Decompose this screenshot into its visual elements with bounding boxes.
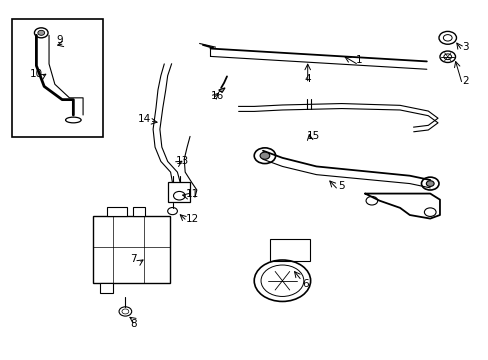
Text: 2: 2: [462, 76, 468, 86]
Bar: [107, 207, 126, 216]
Text: 5: 5: [338, 181, 345, 192]
Circle shape: [260, 152, 269, 159]
Text: 12: 12: [185, 213, 198, 224]
Text: 3: 3: [462, 42, 468, 52]
Text: 6: 6: [302, 279, 308, 289]
Text: 11: 11: [185, 189, 198, 199]
Text: 7: 7: [130, 254, 137, 264]
Circle shape: [426, 181, 433, 186]
Text: 15: 15: [306, 131, 320, 141]
Bar: [12, 19, 103, 137]
Text: 14: 14: [138, 113, 151, 123]
Bar: [132, 207, 145, 216]
Text: 16: 16: [211, 91, 224, 101]
Bar: [167, 182, 190, 202]
Text: 9: 9: [56, 35, 63, 45]
Polygon shape: [218, 88, 224, 93]
Circle shape: [38, 30, 44, 35]
Bar: [269, 239, 309, 261]
Text: 8: 8: [130, 319, 137, 329]
Bar: [93, 216, 169, 283]
Text: 10: 10: [30, 68, 43, 78]
Text: 4: 4: [304, 74, 310, 84]
Bar: [100, 283, 113, 293]
Text: 1: 1: [355, 55, 361, 65]
Text: 13: 13: [175, 157, 188, 166]
